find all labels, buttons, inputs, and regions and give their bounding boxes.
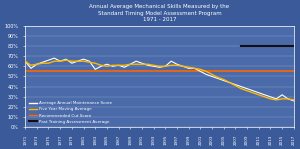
Legend: Average Annual Maintenance Score, Five Year Moving Average, Recommended Cut Scor: Average Annual Maintenance Score, Five Y… [27,100,114,125]
Title: Annual Average Mechanical Skills Measured by the
Standard Timing Model Assessmen: Annual Average Mechanical Skills Measure… [89,4,230,22]
